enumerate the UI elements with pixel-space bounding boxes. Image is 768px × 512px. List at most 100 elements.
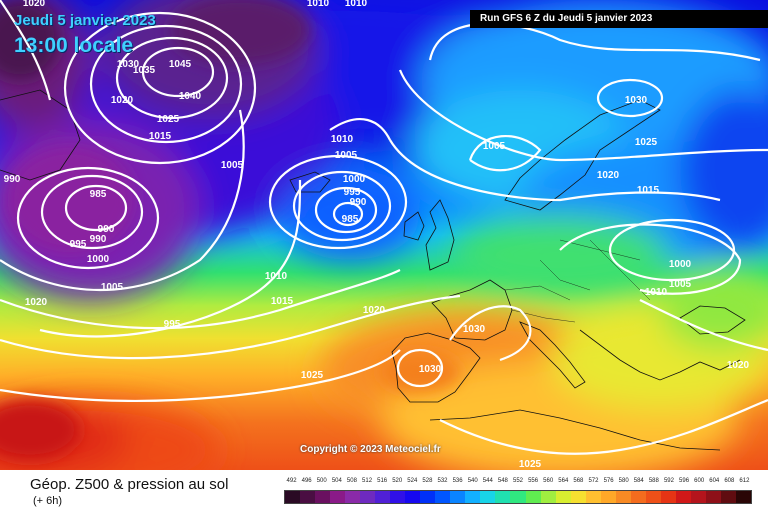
isobar-label: 990 [350, 197, 367, 208]
isobar-label: 1005 [335, 150, 358, 161]
scale-swatch [345, 491, 361, 503]
scale-tick-label: 560 [543, 478, 554, 484]
isobar-label: 1020 [25, 297, 48, 308]
europe-borders [504, 239, 651, 323]
scale-swatch [360, 491, 376, 503]
isobar-1020-northwest [0, 0, 52, 101]
iberia-coast [391, 332, 481, 403]
scale-tick-label: 572 [588, 478, 599, 484]
isobar-low-985-west [64, 184, 128, 232]
isobar-high-1045 [141, 46, 215, 98]
africa-coast [429, 409, 721, 451]
scale-tick-label: 508 [346, 478, 357, 484]
scale-tick-label: 520 [392, 478, 403, 484]
scale-tick-label: 552 [512, 478, 523, 484]
scale-tick-label: 608 [724, 478, 735, 484]
scale-tick-label: 580 [618, 478, 629, 484]
isobar-label: 1010 [345, 0, 368, 9]
isobar-label: 1010 [265, 271, 288, 282]
scale-swatch [375, 491, 391, 503]
scale-swatch [735, 491, 751, 503]
isobar-high-1035 [89, 24, 243, 144]
isobar-label: 1020 [23, 0, 46, 9]
color-scale-bar [284, 490, 752, 504]
black-sea-coast [679, 305, 746, 335]
copyright-notice: Copyright © 2023 Meteociel.fr [300, 444, 441, 455]
isobar-low-985-iceland [332, 201, 364, 227]
isobar-low-995-west [16, 166, 160, 270]
scale-tick-label: 492 [286, 478, 297, 484]
isobar-low-990-west [40, 174, 144, 250]
isobar-1025-central [0, 349, 401, 402]
isobar-label: 1010 [331, 134, 354, 145]
isobar-label: 1010 [645, 287, 668, 298]
isobar-label: 1035 [133, 65, 156, 76]
scale-swatch [660, 491, 676, 503]
scale-swatch [315, 491, 331, 503]
isobar-label: 995 [164, 319, 181, 330]
scale-swatch [420, 491, 436, 503]
scale-swatch [615, 491, 631, 503]
france-coast [431, 279, 513, 341]
scale-tick-label: 600 [694, 478, 705, 484]
isobar-1005-east [559, 223, 742, 295]
isobar-label: 1025 [635, 137, 658, 148]
isobar-label: 1000 [343, 174, 366, 185]
isobar-label: 1005 [669, 279, 692, 290]
forecast-date: Jeudi 5 janvier 2023 [14, 12, 156, 29]
balkans-coast [579, 329, 741, 381]
scale-tick-label: 584 [633, 478, 644, 484]
isobar-1005-north [468, 135, 542, 172]
model-run-info: Run GFS 6 Z du Jeudi 5 janvier 2023 [470, 10, 768, 28]
scale-swatch [525, 491, 541, 503]
scale-swatch [540, 491, 556, 503]
isobar-label: 1030 [625, 95, 648, 106]
isobar-label: 1005 [221, 160, 244, 171]
scale-swatch [675, 491, 691, 503]
scale-tick-label: 544 [482, 478, 493, 484]
scale-tick-label: 532 [437, 478, 448, 484]
color-scale-ticks: 492 496 500 504 508 512 516 520 524 528 532 536 540 5… [284, 478, 752, 488]
isobar-label: 1020 [727, 360, 750, 371]
isobar-1010-central [39, 179, 302, 338]
scale-swatch [390, 491, 406, 503]
isobar-1025-north [428, 22, 761, 62]
isobar-high-1040 [115, 36, 229, 120]
isobar-label: 1015 [637, 185, 660, 196]
isobar-label: 1030 [419, 364, 442, 375]
scale-swatch [330, 491, 346, 503]
scale-swatch [690, 491, 706, 503]
ireland-coast [403, 211, 425, 241]
isobar-label: 1030 [463, 324, 486, 335]
scale-swatch [285, 491, 301, 503]
isobar-label: 1025 [301, 370, 324, 381]
forecast-offset: (+ 6h) [33, 495, 63, 507]
britain-coast [425, 199, 455, 271]
isobar-label: 1005 [483, 141, 506, 152]
isobar-label: 1000 [669, 259, 692, 270]
isobar-1020-central [0, 294, 461, 360]
scale-swatch [720, 491, 736, 503]
isobar-low-1000-iceland [268, 154, 408, 250]
scale-swatch [570, 491, 586, 503]
scale-tick-label: 612 [739, 478, 750, 484]
scale-tick-label: 592 [663, 478, 674, 484]
isobar-label: 1015 [149, 131, 172, 142]
scale-swatch [585, 491, 601, 503]
isobar-1020-north [398, 69, 768, 162]
scale-tick-label: 576 [603, 478, 614, 484]
isobar-low-995-iceland [292, 170, 392, 242]
isobar-label: 990 [4, 174, 21, 185]
scale-swatch [510, 491, 526, 503]
greenland-coast [0, 89, 81, 181]
isobar-label: 985 [90, 189, 107, 200]
isobar-label: 990 [90, 234, 107, 245]
scale-swatch [480, 491, 496, 503]
isobar-label: 995 [344, 187, 361, 198]
scale-tick-label: 528 [422, 478, 433, 484]
isobar-1030-france [449, 305, 532, 362]
scale-tick-label: 568 [573, 478, 584, 484]
scale-swatch [645, 491, 661, 503]
isobar-label: 1025 [157, 114, 180, 125]
